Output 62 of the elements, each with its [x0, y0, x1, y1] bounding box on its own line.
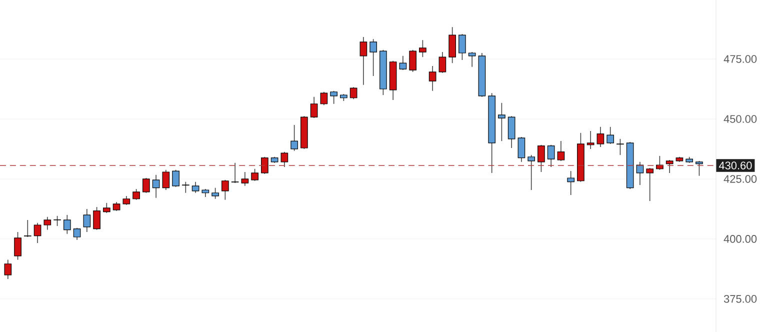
candlestick	[73, 227, 81, 240]
candlestick	[646, 168, 654, 202]
candlestick	[438, 52, 446, 74]
candlestick	[152, 174, 160, 198]
candlestick	[4, 259, 12, 280]
candlestick	[586, 130, 594, 150]
y-tick-label: 400.00	[724, 235, 757, 243]
candlestick	[330, 90, 338, 104]
candlestick	[63, 214, 71, 234]
candlestick	[142, 178, 150, 194]
candlestick	[24, 220, 32, 238]
candlestick	[222, 180, 229, 200]
candlestick	[636, 162, 644, 186]
candlestick	[370, 38, 377, 76]
candlestick	[320, 91, 328, 106]
candlestick	[666, 160, 674, 174]
candlestick	[54, 215, 61, 226]
candlestick	[547, 144, 555, 168]
y-tick-label: 450.00	[724, 115, 757, 123]
candlestick	[508, 116, 516, 148]
candlestick	[606, 126, 614, 144]
candlestick	[93, 206, 100, 230]
candlestick	[419, 40, 426, 58]
y-tick-label: 375.00	[724, 295, 757, 303]
candlestick	[103, 202, 110, 214]
candlestick	[261, 156, 268, 174]
candlestick	[360, 36, 368, 86]
candlestick	[172, 169, 180, 188]
ref-line-label: 430.60	[718, 162, 752, 170]
candlestick	[596, 126, 604, 148]
candlestick	[44, 216, 52, 230]
candlestick	[409, 49, 416, 72]
candlestick	[528, 154, 535, 190]
candlestick	[231, 162, 239, 184]
candlestick	[290, 124, 298, 152]
candlestick	[251, 168, 258, 182]
candlestick	[538, 144, 545, 172]
candlestick	[428, 66, 436, 92]
candlestick	[498, 102, 506, 142]
candlestick	[567, 170, 574, 196]
candlestick	[448, 26, 456, 64]
y-tick-label: 475.00	[724, 55, 757, 63]
candlestick	[182, 181, 190, 194]
candlestick	[34, 222, 42, 244]
y-tick-label: 425.00	[724, 175, 757, 183]
candlestick	[399, 55, 407, 70]
candlestick	[241, 172, 249, 186]
candlestick	[310, 96, 318, 118]
candlestick	[280, 151, 288, 168]
candlestick	[458, 34, 466, 60]
candlestick	[14, 232, 22, 260]
candlestick	[616, 138, 624, 156]
candlestick	[83, 208, 91, 232]
candlestick	[162, 169, 170, 190]
candlestick	[212, 187, 219, 200]
candlestick	[350, 86, 358, 100]
candlestick	[518, 136, 526, 162]
candlestick	[468, 52, 476, 68]
candlestick	[557, 140, 565, 162]
candlestick	[132, 188, 140, 200]
candlestick	[192, 181, 200, 194]
candlestick	[696, 160, 703, 176]
